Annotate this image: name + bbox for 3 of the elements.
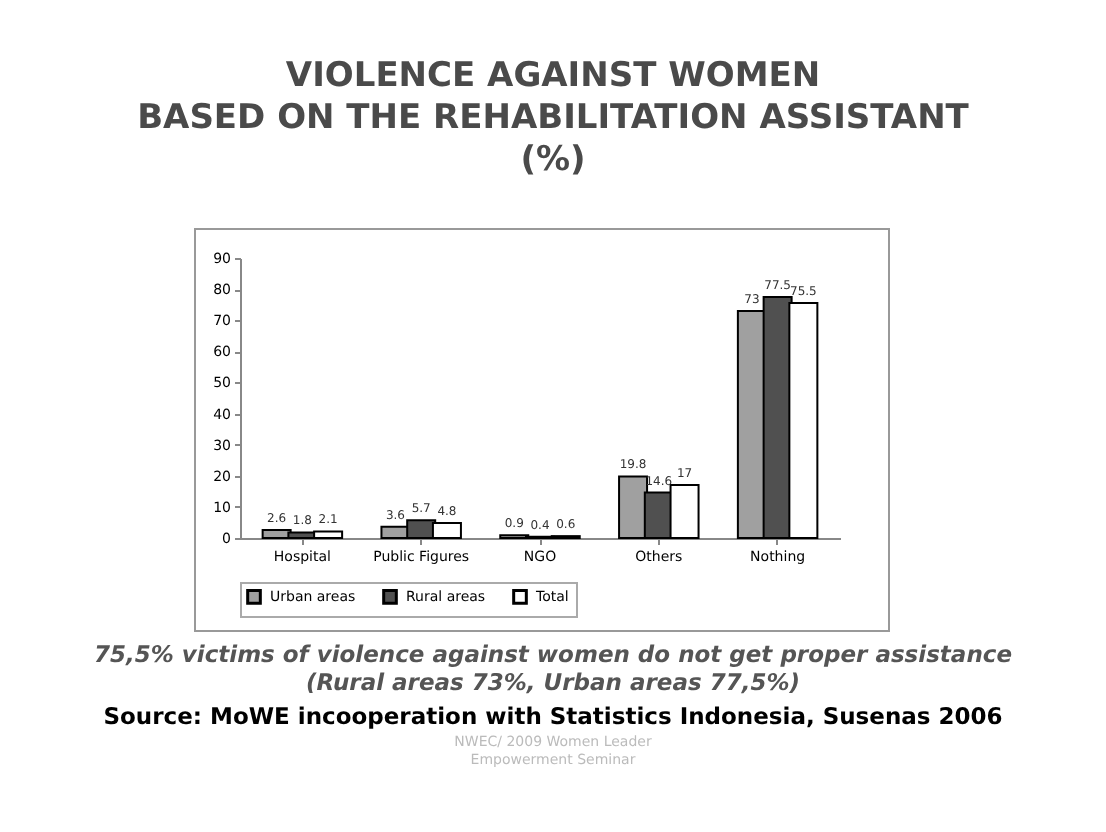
source-note: Source: MoWE incooperation with Statistics Indonesia, Susenas 2006 bbox=[101, 702, 1005, 730]
chart-title: VIOLENCE AGAINST WOMEN BASED ON THE REHABILITATION ASSISTANT (%) bbox=[135, 54, 971, 184]
text: 75,5% victims of violence against women do not get proper assistance (Rural areas 73%, Urban areas 77,5%) bbox=[91, 640, 1014, 696]
